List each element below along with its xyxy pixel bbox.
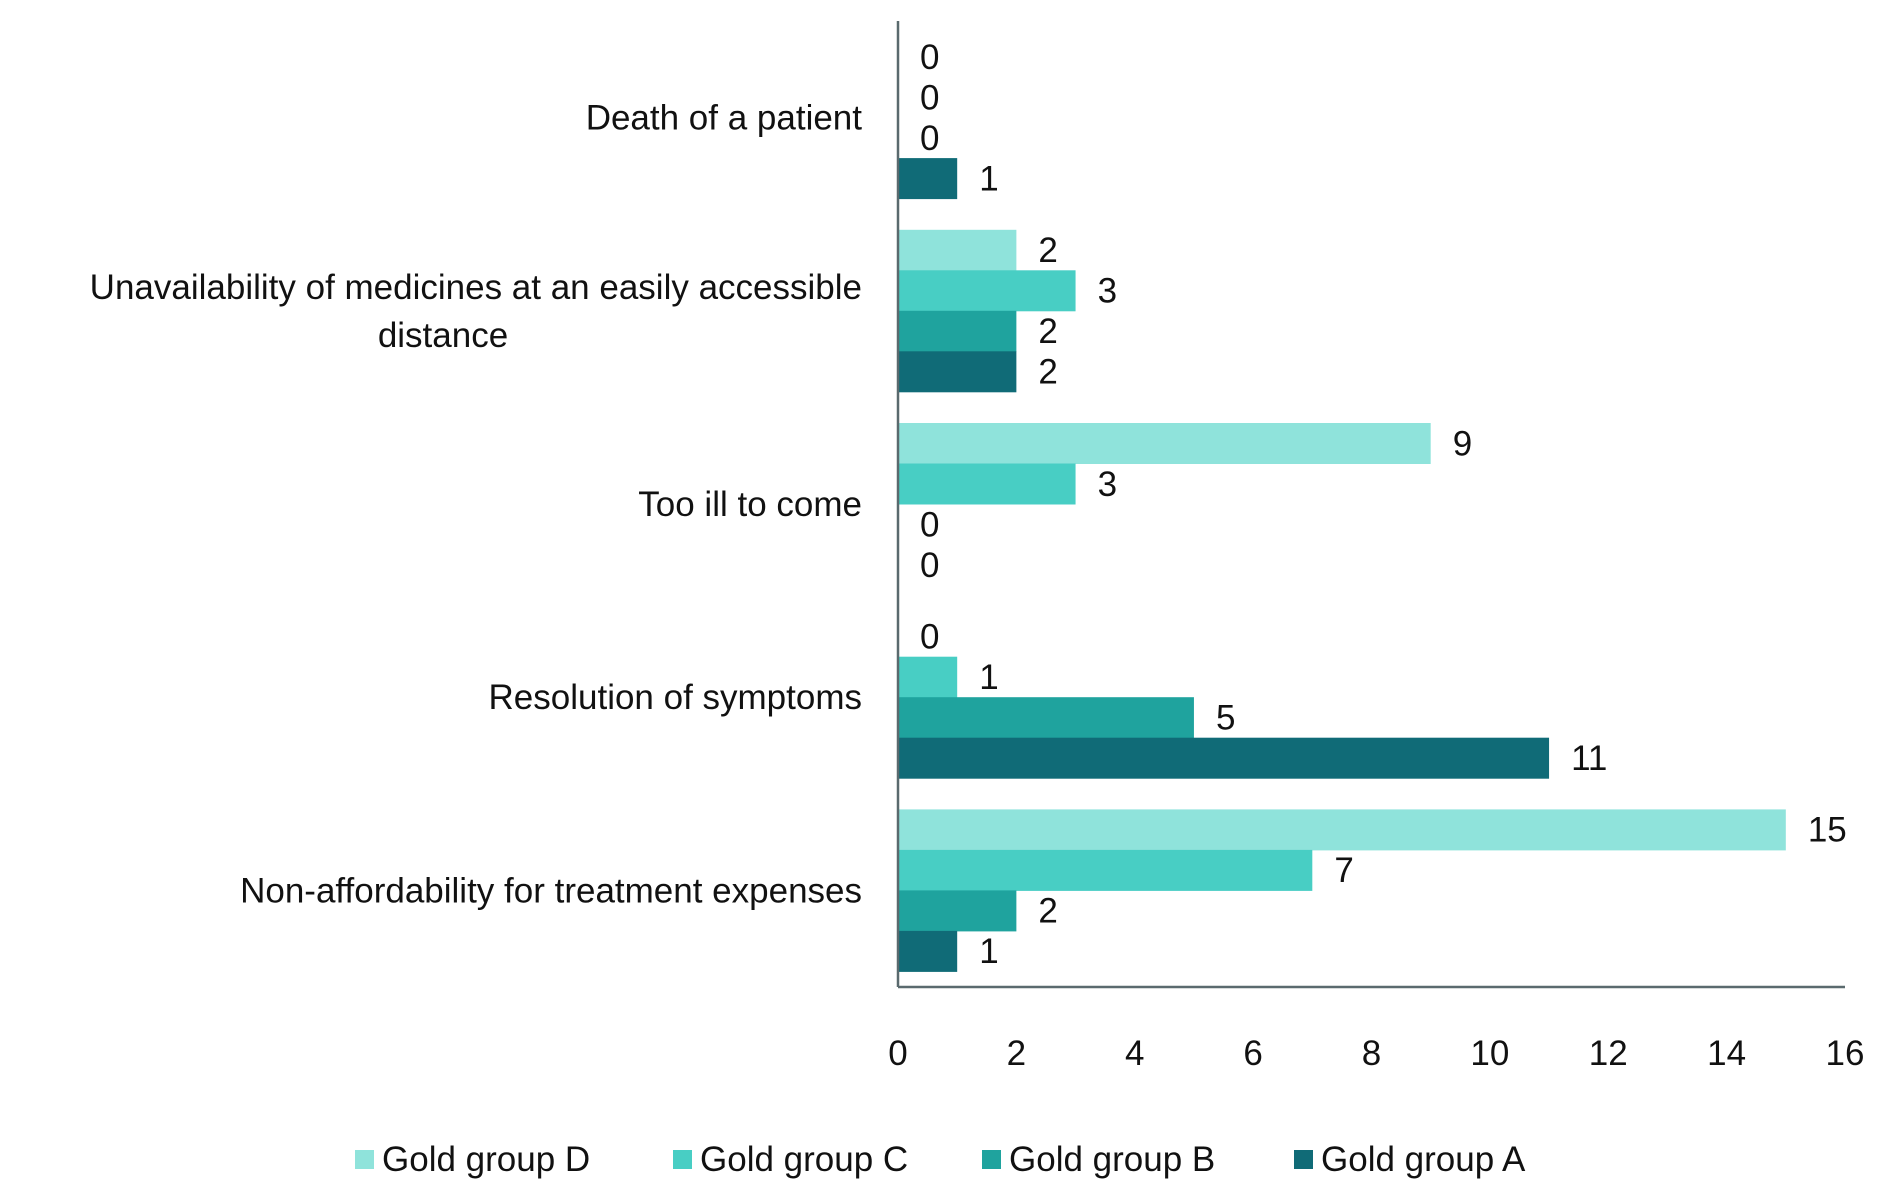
bar-gold-group-d-cat-1 xyxy=(898,229,1017,271)
value-label: 2 xyxy=(1038,892,1057,931)
x-tick-label: 16 xyxy=(1826,1034,1865,1073)
value-label: 2 xyxy=(1038,231,1057,270)
value-label: 0 xyxy=(920,78,939,117)
bar-gold-group-c-cat-2 xyxy=(898,463,1076,505)
x-tick-labels: 0 2 4 6 8 10 12 14 16 xyxy=(888,1034,1864,1073)
legend-swatch xyxy=(673,1150,692,1169)
value-label: 1 xyxy=(979,932,998,971)
bar-gold-group-d-cat-2 xyxy=(898,423,1431,464)
x-tick-label: 10 xyxy=(1470,1034,1509,1073)
x-tick-label: 8 xyxy=(1362,1034,1381,1073)
value-label: 1 xyxy=(979,159,998,198)
bar-gold-group-b-cat-1 xyxy=(898,310,1017,352)
bar-gold-group-b-cat-4 xyxy=(898,890,1017,932)
category-label: Resolution of symptoms xyxy=(489,678,862,717)
category-label-line: Resolution of symptoms xyxy=(489,678,862,717)
legend-swatch xyxy=(1294,1150,1313,1169)
legend-label: Gold group A xyxy=(1321,1140,1526,1179)
value-label: 5 xyxy=(1216,698,1235,737)
x-tick-label: 12 xyxy=(1589,1034,1628,1073)
bar-gold-group-a-cat-3 xyxy=(898,737,1550,779)
x-tick-label: 4 xyxy=(1125,1034,1144,1073)
legend-swatch xyxy=(355,1150,374,1169)
value-label: 2 xyxy=(1038,353,1057,392)
x-tick-label: 14 xyxy=(1707,1034,1746,1073)
legend: Gold group D Gold group C Gold group B Gold… xyxy=(355,1140,1526,1179)
value-label: 9 xyxy=(1453,424,1472,463)
category-label: Too ill to come xyxy=(638,485,862,524)
bar-gold-group-a-cat-0 xyxy=(898,158,958,200)
value-label: 3 xyxy=(1098,272,1117,311)
x-tick-label: 0 xyxy=(888,1034,907,1073)
legend-item-gold-group-b: Gold group B xyxy=(982,1140,1215,1179)
legend-swatch xyxy=(982,1150,1001,1169)
value-label: 1 xyxy=(979,658,998,697)
category-labels-layer: Death of a patient Unavailability of medi… xyxy=(90,99,863,911)
bar-gold-group-c-cat-4 xyxy=(898,849,1313,891)
value-label: 0 xyxy=(920,119,939,158)
legend-item-gold-group-d: Gold group D xyxy=(355,1140,590,1179)
category-label: Death of a patient xyxy=(586,99,863,138)
bar-gold-group-c-cat-1 xyxy=(898,270,1076,312)
x-tick-label: 2 xyxy=(1007,1034,1026,1073)
value-label: 2 xyxy=(1038,312,1057,351)
value-label: 3 xyxy=(1098,465,1117,504)
category-label-line: Death of a patient xyxy=(586,99,863,138)
legend-label: Gold group C xyxy=(700,1140,908,1179)
bar-gold-group-a-cat-1 xyxy=(898,351,1017,393)
x-tick-label: 6 xyxy=(1243,1034,1262,1073)
value-label: 0 xyxy=(920,505,939,544)
value-label: 0 xyxy=(920,617,939,656)
category-label-line: Unavailability of medicines at an easily… xyxy=(90,268,862,307)
legend-item-gold-group-c: Gold group C xyxy=(673,1140,908,1179)
category-label: Non-affordability for treatment expenses xyxy=(240,871,862,910)
legend-label: Gold group B xyxy=(1009,1140,1215,1179)
legend-label: Gold group D xyxy=(382,1140,590,1179)
value-label: 0 xyxy=(920,546,939,585)
bar-gold-group-d-cat-4 xyxy=(898,809,1786,851)
bar-gold-group-a-cat-4 xyxy=(898,930,958,972)
value-label: 0 xyxy=(920,38,939,77)
value-label: 15 xyxy=(1808,811,1847,850)
bars-layer xyxy=(898,158,1786,972)
legend-item-gold-group-a: Gold group A xyxy=(1294,1140,1526,1179)
category-label-line: distance xyxy=(378,316,508,355)
value-label: 7 xyxy=(1334,851,1353,890)
category-label-line: Non-affordability for treatment expenses xyxy=(240,871,862,910)
category-label-line: Too ill to come xyxy=(638,485,862,524)
value-label: 11 xyxy=(1571,739,1607,778)
bar-gold-group-b-cat-3 xyxy=(898,697,1194,739)
bar-gold-group-c-cat-3 xyxy=(898,656,958,698)
category-label: Unavailability of medicines at an easily… xyxy=(90,268,862,355)
